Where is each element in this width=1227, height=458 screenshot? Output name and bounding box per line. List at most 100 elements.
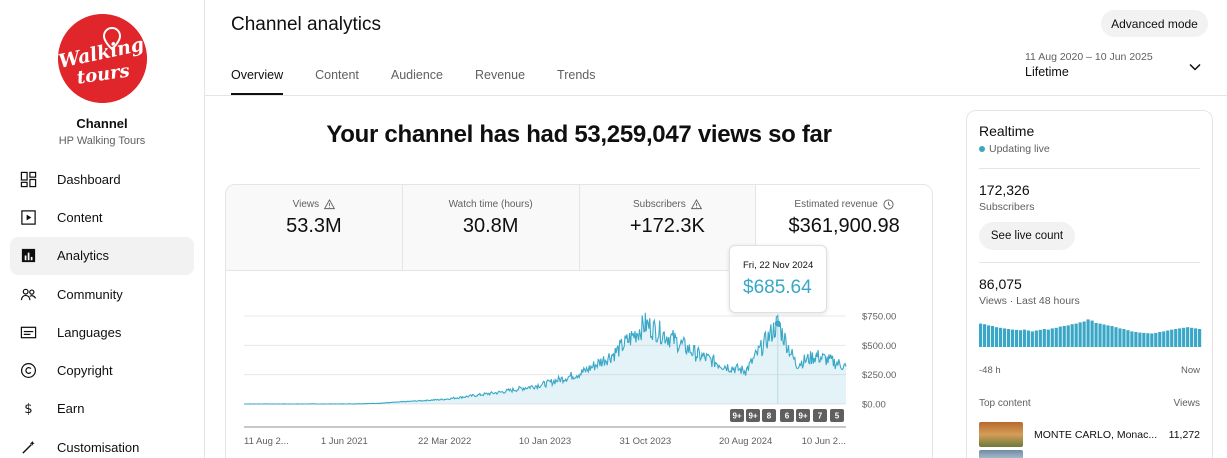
sidebar-item-label: Community	[57, 286, 123, 302]
realtime-bar[interactable]	[986, 325, 991, 347]
realtime-bar[interactable]	[1106, 325, 1110, 347]
top-content-header: Top content Views	[979, 398, 1200, 409]
sidebar-item-earn[interactable]: $ Earn	[10, 390, 194, 428]
realtime-bar[interactable]	[1078, 322, 1082, 347]
sidebar-item-dashboard[interactable]: Dashboard	[10, 160, 194, 198]
realtime-bar[interactable]	[1006, 329, 1011, 347]
revenue-chart[interactable]: $750.00 $500.00 $250.00 $0.00 9+ 9+ 8 6 9+ 7 5 11 A…	[226, 271, 932, 458]
realtime-bar[interactable]	[1042, 329, 1046, 347]
realtime-bar[interactable]	[1030, 331, 1034, 347]
x-tick-label: 11 Aug 2...	[244, 436, 289, 447]
annotation-badge	[813, 409, 827, 422]
annotation-badge-label: 6	[785, 412, 790, 421]
realtime-bar[interactable]	[1142, 332, 1146, 347]
sidebar-item-customisation[interactable]: Customisation	[10, 428, 194, 458]
sidebar-item-languages[interactable]: Languages	[10, 313, 194, 351]
channel-logo[interactable]: Walking tours	[58, 14, 147, 103]
realtime-title: Realtime	[979, 123, 1035, 139]
realtime-bar[interactable]	[1070, 324, 1074, 347]
tab-bar: Overview Content Audience Revenue Trends	[231, 60, 628, 95]
realtime-bar[interactable]	[1198, 329, 1202, 347]
sidebar-item-content[interactable]: Content	[10, 198, 194, 236]
realtime-bar[interactable]	[1114, 327, 1118, 347]
realtime-bar[interactable]	[1162, 331, 1166, 347]
realtime-bar[interactable]	[998, 327, 1003, 347]
realtime-bar[interactable]	[1166, 330, 1170, 348]
realtime-views-bars[interactable]	[979, 317, 1202, 355]
realtime-bar[interactable]	[1082, 321, 1086, 348]
series-area	[244, 312, 846, 404]
tab-audience[interactable]: Audience	[390, 68, 443, 82]
chevron-down-icon[interactable]	[1188, 60, 1202, 74]
realtime-bar[interactable]	[1170, 329, 1174, 347]
realtime-bar[interactable]	[1174, 329, 1178, 347]
tab-trends[interactable]: Trends	[557, 68, 596, 82]
realtime-bar[interactable]	[1122, 329, 1126, 347]
realtime-bar[interactable]	[1110, 326, 1114, 347]
realtime-bar[interactable]	[1086, 319, 1090, 347]
sidebar-item-analytics[interactable]: Analytics	[10, 236, 194, 275]
top-content-item[interactable]: MONTE CARLO, Monac... 11,272	[979, 422, 1200, 447]
realtime-bar[interactable]	[1010, 329, 1015, 347]
tab-overview[interactable]: Overview	[231, 60, 284, 95]
realtime-bar[interactable]	[1054, 327, 1058, 347]
realtime-bar[interactable]	[1150, 333, 1154, 348]
metric-subscribers[interactable]: Subscribers +172.3K	[579, 185, 757, 271]
realtime-bar[interactable]	[1058, 326, 1062, 347]
realtime-bar[interactable]	[1026, 330, 1030, 348]
realtime-bar[interactable]	[1182, 327, 1186, 347]
realtime-bar[interactable]	[1018, 330, 1022, 347]
realtime-bar[interactable]	[1066, 325, 1070, 347]
realtime-bar[interactable]	[1146, 333, 1150, 347]
realtime-bar[interactable]	[1038, 329, 1042, 347]
date-range-text[interactable]: 11 Aug 2020 – 10 Jun 2025	[1025, 51, 1153, 63]
y-tick-label: $250.00	[862, 370, 896, 381]
metric-watch-time[interactable]: Watch time (hours) 30.8M	[402, 185, 580, 271]
realtime-bar[interactable]	[1138, 332, 1142, 347]
realtime-bar[interactable]	[1090, 320, 1094, 347]
realtime-bar[interactable]	[1062, 326, 1066, 347]
warning-icon	[324, 199, 336, 210]
realtime-bar[interactable]	[1134, 332, 1138, 347]
realtime-bar[interactable]	[990, 326, 995, 347]
realtime-bar[interactable]	[994, 327, 999, 347]
realtime-bar[interactable]	[1050, 328, 1054, 347]
advanced-mode-button[interactable]: Advanced mode	[1101, 10, 1208, 37]
metric-estimated-revenue[interactable]: Estimated revenue $361,900.98	[756, 185, 932, 271]
realtime-bar[interactable]	[1102, 324, 1106, 348]
realtime-bar[interactable]	[1098, 323, 1102, 347]
page-title: Channel analytics	[231, 14, 381, 35]
realtime-views-value: 86,075	[979, 276, 1022, 292]
tab-revenue[interactable]: Revenue	[475, 68, 526, 82]
top-content-title[interactable]: MONTE CARLO, Monac...	[1034, 428, 1158, 441]
sidebar-item-copyright[interactable]: Copyright	[10, 351, 194, 389]
realtime-bar[interactable]	[1094, 323, 1098, 347]
realtime-bar[interactable]	[1194, 328, 1198, 347]
realtime-bar[interactable]	[1186, 327, 1190, 347]
realtime-bar[interactable]	[1126, 330, 1130, 347]
see-live-count-button[interactable]: See live count	[979, 222, 1075, 250]
realtime-bar[interactable]	[1158, 332, 1162, 347]
realtime-bar[interactable]	[982, 324, 987, 347]
realtime-bar[interactable]	[1046, 329, 1050, 347]
video-thumbnail[interactable]	[979, 422, 1023, 447]
realtime-bar[interactable]	[1154, 332, 1158, 347]
sidebar-item-community[interactable]: Community	[10, 275, 194, 313]
realtime-bar[interactable]	[1014, 329, 1019, 347]
realtime-bar[interactable]	[1178, 328, 1182, 347]
realtime-bar[interactable]	[979, 323, 983, 347]
date-period-select[interactable]: Lifetime	[1025, 65, 1069, 79]
tab-content[interactable]: Content	[315, 68, 359, 82]
annotation-badge	[830, 409, 844, 422]
realtime-bar[interactable]	[1002, 328, 1007, 347]
realtime-bar[interactable]	[1130, 331, 1134, 347]
realtime-bar[interactable]	[1074, 323, 1078, 347]
realtime-bar[interactable]	[1022, 329, 1026, 347]
realtime-bar[interactable]	[1190, 327, 1194, 347]
video-thumbnail[interactable]	[979, 450, 1023, 458]
realtime-bar[interactable]	[1034, 330, 1038, 348]
realtime-bar[interactable]	[1118, 328, 1122, 347]
sidebar-nav: Dashboard Content Analytics Community La…	[10, 160, 194, 458]
metric-views[interactable]: Views 53.3M	[226, 185, 403, 271]
tooltip-value: $685.64	[743, 277, 812, 298]
